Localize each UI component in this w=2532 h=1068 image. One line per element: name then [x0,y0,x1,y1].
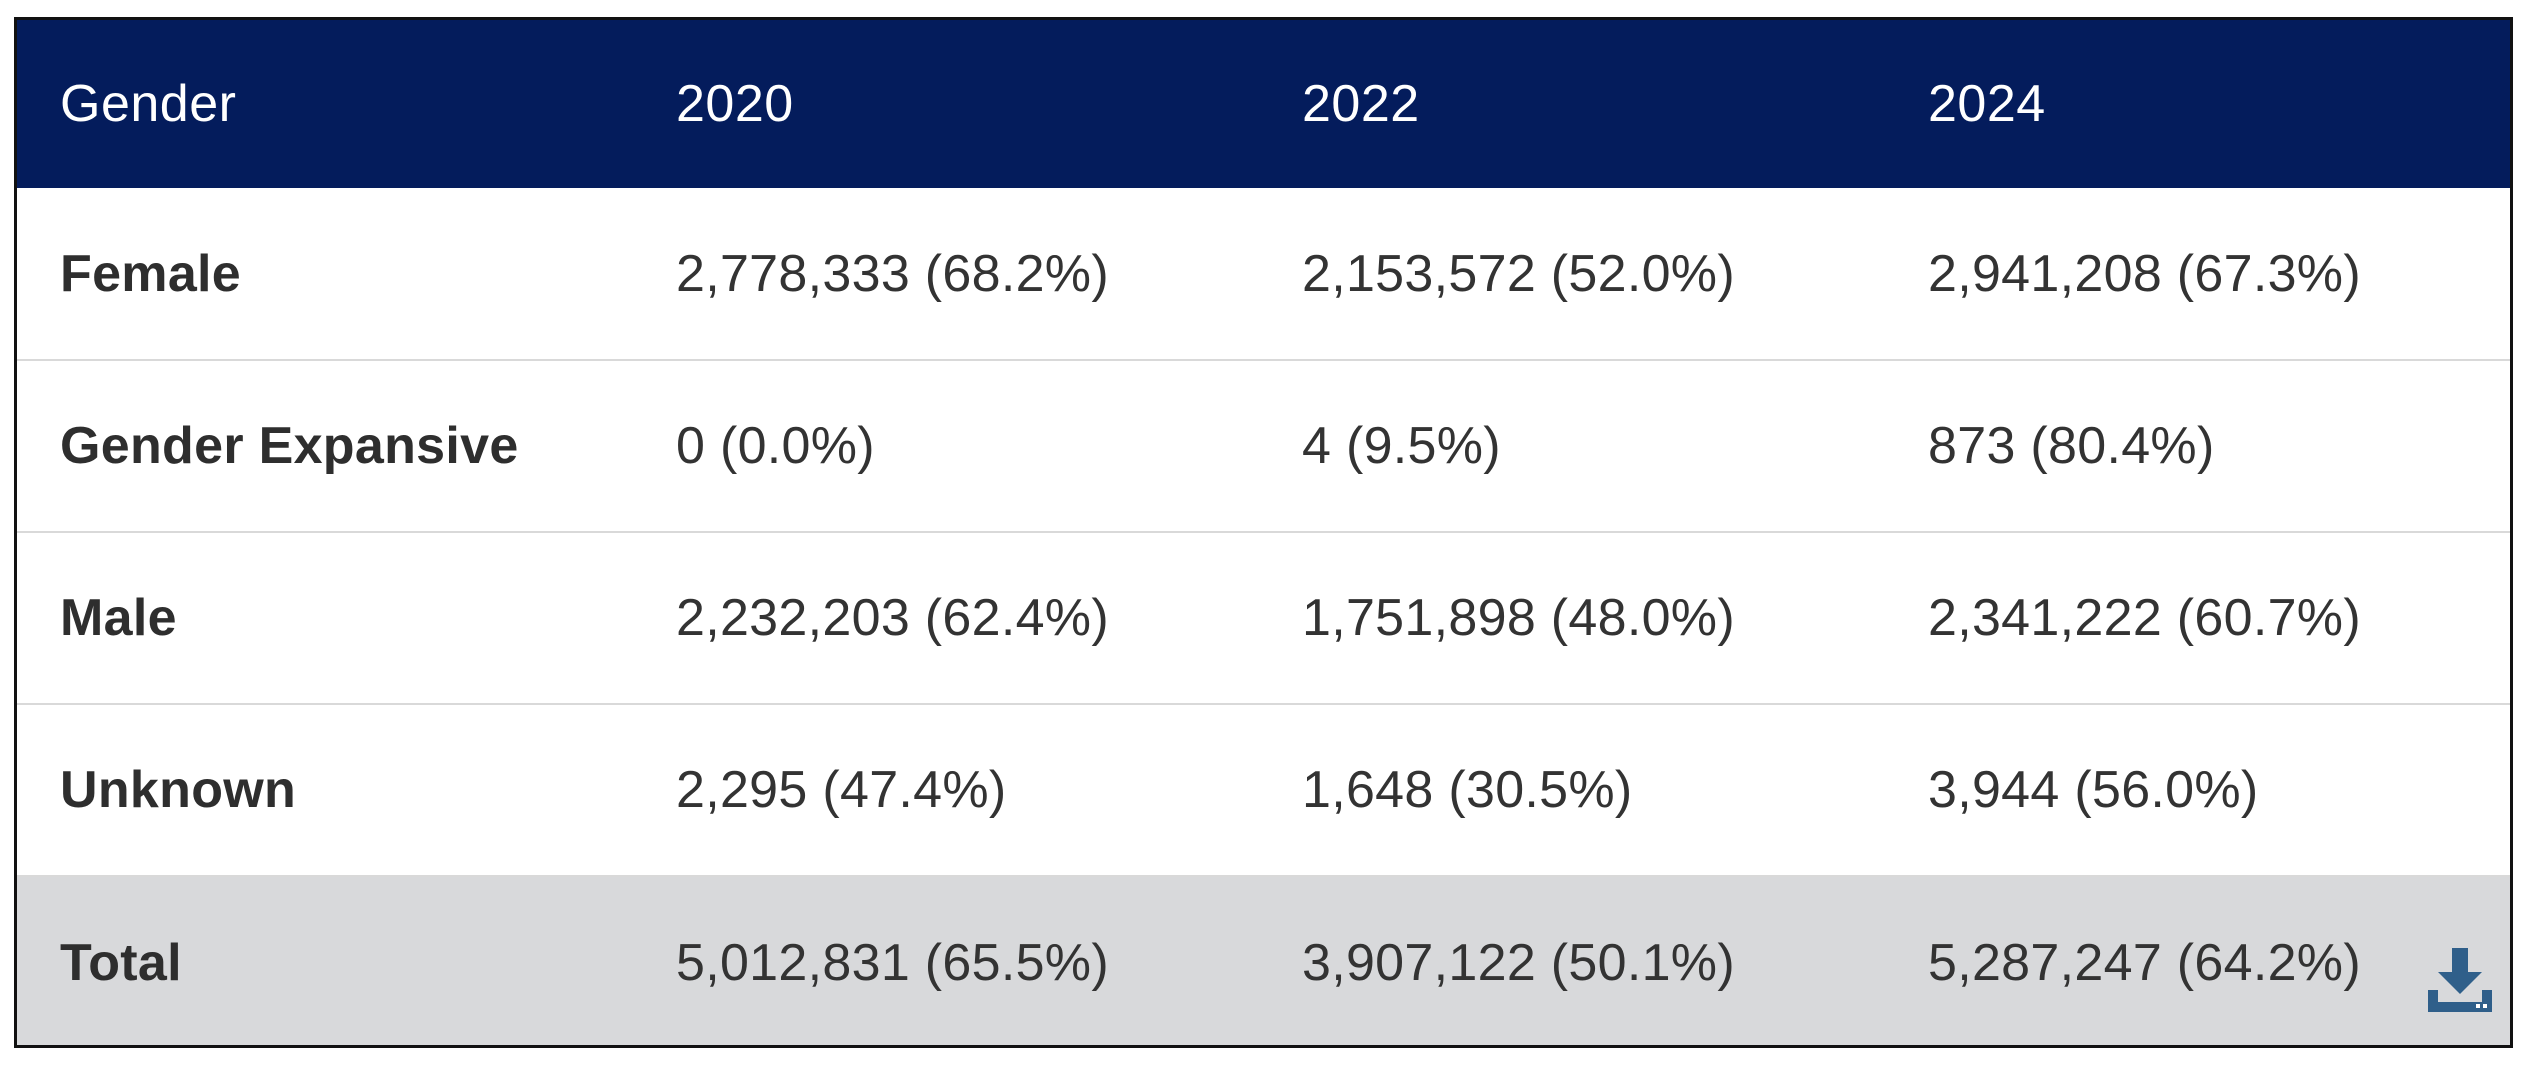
table-row: Female 2,778,333 (68.2%) 2,153,572 (52.0… [17,188,2510,360]
table-cell: 4 (9.5%) [1302,417,1501,475]
table-cell: 3,944 (56.0%) [1928,761,2259,819]
table-cell: 3,907,122 (50.1%) [1302,933,1735,992]
table-cell: 5,012,831 (65.5%) [676,933,1109,992]
table-cell: 1,751,898 (48.0%) [1302,589,1735,647]
table-cell: 2,341,222 (60.7%) [1928,589,2361,647]
row-label-total: Total [60,933,182,992]
table-cell: 0 (0.0%) [676,417,875,475]
table-cell-text: 5,287,247 (64.2%) [1928,933,2361,992]
data-table-container: Gender 2020 2022 2024 Female 2,778,333 (… [14,17,2513,1048]
row-label-male: Male [60,589,177,647]
table-header: Gender 2020 2022 2024 [17,20,2510,188]
gender-table: Gender 2020 2022 2024 Female 2,778,333 (… [17,20,2510,1045]
table-cell: 2,941,208 (67.3%) [1928,244,2361,303]
column-header-2022: 2022 [1302,75,1420,133]
table-body: Female 2,778,333 (68.2%) 2,153,572 (52.0… [17,188,2510,1045]
header-row: Gender 2020 2022 2024 [17,20,2510,188]
download-button[interactable] [2422,942,2498,1018]
table-cell: 873 (80.4%) [1928,417,2215,475]
table-cell-with-download: 5,287,247 (64.2%) [1885,876,2510,1045]
column-header-gender: Gender [60,75,237,133]
table-cell: 2,295 (47.4%) [676,761,1007,819]
row-label-female: Female [60,244,242,303]
table-cell: 2,232,203 (62.4%) [676,589,1109,647]
table-row: Male 2,232,203 (62.4%) 1,751,898 (48.0%)… [17,532,2510,704]
column-header-2020: 2020 [676,75,794,133]
row-label-unknown: Unknown [60,761,297,819]
row-label-gender-expansive: Gender Expansive [60,417,519,475]
download-icon [2428,948,2492,1012]
table-cell: 2,778,333 (68.2%) [676,244,1109,303]
total-row: Total 5,012,831 (65.5%) 3,907,122 (50.1%… [17,876,2510,1045]
table-row: Unknown 2,295 (47.4%) 1,648 (30.5%) 3,94… [17,704,2510,876]
table-cell: 1,648 (30.5%) [1302,761,1633,819]
table-cell: 2,153,572 (52.0%) [1302,244,1735,303]
table-row: Gender Expansive 0 (0.0%) 4 (9.5%) 873 (… [17,360,2510,532]
column-header-2024: 2024 [1928,75,2046,133]
